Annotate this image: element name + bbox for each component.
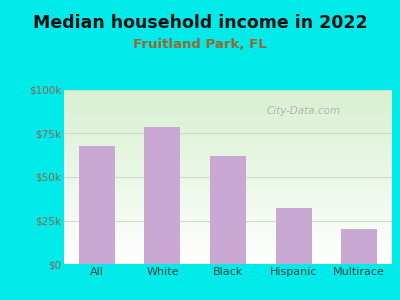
Bar xyxy=(210,156,246,264)
Bar xyxy=(341,229,377,264)
Text: Fruitland Park, FL: Fruitland Park, FL xyxy=(133,38,267,50)
Text: Median household income in 2022: Median household income in 2022 xyxy=(33,14,367,32)
Bar xyxy=(144,127,180,264)
Text: City-Data.com: City-Data.com xyxy=(266,106,340,116)
Bar xyxy=(79,146,115,264)
Bar xyxy=(276,208,312,264)
